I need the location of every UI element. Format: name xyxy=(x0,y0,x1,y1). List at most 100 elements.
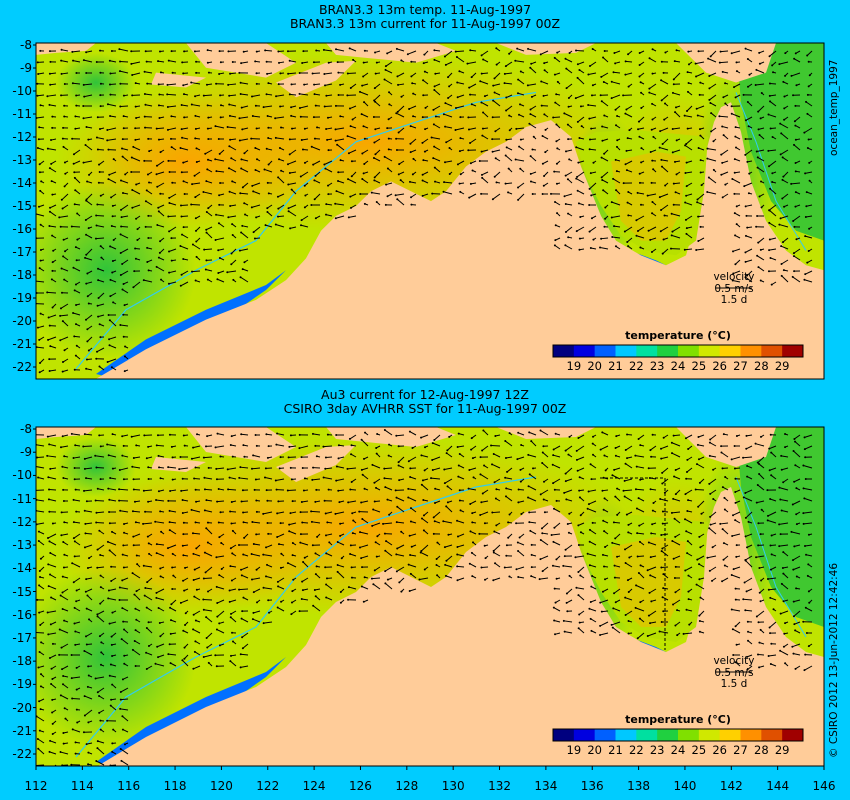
current-vector-head xyxy=(651,72,654,75)
current-vector-head xyxy=(51,261,54,264)
current-vector-head xyxy=(614,495,617,498)
current-vector-head xyxy=(663,214,666,217)
current-vector-head xyxy=(301,466,304,469)
current-vector xyxy=(156,499,165,502)
current-vector-head xyxy=(575,177,578,180)
current-vector-head xyxy=(73,335,76,338)
current-vector xyxy=(120,179,129,184)
current-vector xyxy=(145,652,153,656)
current-vector-head xyxy=(121,435,124,438)
current-vector-head xyxy=(159,50,162,53)
current-vector-head xyxy=(215,585,218,588)
current-vector-head xyxy=(72,266,75,269)
current-vector-head xyxy=(636,191,639,194)
current-vector-head xyxy=(724,476,727,479)
current-vector-head xyxy=(214,125,217,128)
current-vector-head xyxy=(610,201,613,204)
current-vector xyxy=(168,466,177,469)
current-vector xyxy=(780,132,789,140)
current-vector-head xyxy=(111,654,114,657)
current-vector-head xyxy=(768,447,771,450)
current-vector-head xyxy=(624,562,627,565)
current-vector xyxy=(348,586,357,590)
current-vector-head xyxy=(456,545,459,548)
current-vector-head xyxy=(47,476,50,479)
current-vector-head xyxy=(86,328,89,331)
current-vector-head xyxy=(659,498,662,501)
current-vector xyxy=(541,522,549,529)
current-vector xyxy=(638,116,645,122)
x-tick-label: 118 xyxy=(163,779,187,793)
current-vector-head xyxy=(85,607,88,610)
current-vector-head xyxy=(544,151,547,154)
current-vector-head xyxy=(562,619,565,622)
current-vector xyxy=(661,159,669,162)
current-vector-head xyxy=(83,509,86,512)
current-vector xyxy=(49,574,57,579)
current-vector-head xyxy=(395,496,398,499)
current-vector xyxy=(779,123,789,129)
current-vector-head xyxy=(214,238,217,241)
current-vector-head xyxy=(120,208,123,211)
current-vector xyxy=(601,610,609,613)
current-vector-head xyxy=(604,546,607,549)
current-vector-head xyxy=(698,578,701,581)
current-vector-head xyxy=(755,615,758,618)
current-vector xyxy=(215,158,225,162)
current-vector xyxy=(732,628,741,634)
current-vector xyxy=(337,180,345,184)
current-vector-head xyxy=(359,531,362,534)
current-vector-head xyxy=(684,144,687,147)
current-vector xyxy=(205,566,213,573)
current-vector-head xyxy=(287,207,290,210)
current-vector-head xyxy=(119,233,122,236)
current-vector xyxy=(565,58,573,63)
current-vector xyxy=(168,248,177,252)
current-vector xyxy=(685,215,693,221)
current-vector-head xyxy=(349,195,352,198)
current-vector-head xyxy=(448,147,451,150)
current-vector-head xyxy=(131,648,134,651)
current-vector xyxy=(530,440,537,447)
current-vector-head xyxy=(768,626,771,629)
current-vector xyxy=(60,595,69,601)
current-vector xyxy=(445,506,453,513)
current-vector xyxy=(84,544,93,548)
current-vector-head xyxy=(346,467,349,470)
current-vector-head xyxy=(48,72,51,75)
current-vector-head xyxy=(529,108,532,111)
current-vector-head xyxy=(229,72,232,75)
current-vector xyxy=(650,445,657,451)
current-vector-head xyxy=(255,499,258,502)
current-vector xyxy=(566,599,573,604)
current-vector-head xyxy=(444,161,447,164)
current-vector-head xyxy=(778,523,781,526)
current-vector-head xyxy=(59,225,62,228)
current-vector xyxy=(36,444,45,447)
current-vector-head xyxy=(627,531,630,534)
current-vector-head xyxy=(386,195,389,198)
current-vector xyxy=(781,510,789,513)
current-vector-head xyxy=(421,141,424,144)
current-vector-head xyxy=(170,445,173,448)
current-vector-head xyxy=(181,512,184,515)
current-vector-head xyxy=(203,551,206,554)
current-vector-head xyxy=(808,161,811,164)
current-vector-head xyxy=(386,578,389,581)
current-vector-head xyxy=(181,477,184,480)
current-vector-head xyxy=(118,488,121,491)
current-vector-head xyxy=(780,245,783,248)
current-vector-head xyxy=(215,628,218,631)
current-vector-head xyxy=(167,653,170,656)
current-vector-head xyxy=(565,592,568,595)
current-vector xyxy=(553,620,561,623)
current-vector-head xyxy=(156,224,159,227)
current-vector-head xyxy=(575,586,578,589)
current-vector-head xyxy=(734,519,737,522)
current-vector xyxy=(194,596,201,601)
current-vector xyxy=(421,518,429,524)
current-vector-head xyxy=(768,249,771,252)
current-vector-head xyxy=(578,137,581,140)
current-vector xyxy=(422,171,429,176)
current-vector xyxy=(613,71,621,74)
